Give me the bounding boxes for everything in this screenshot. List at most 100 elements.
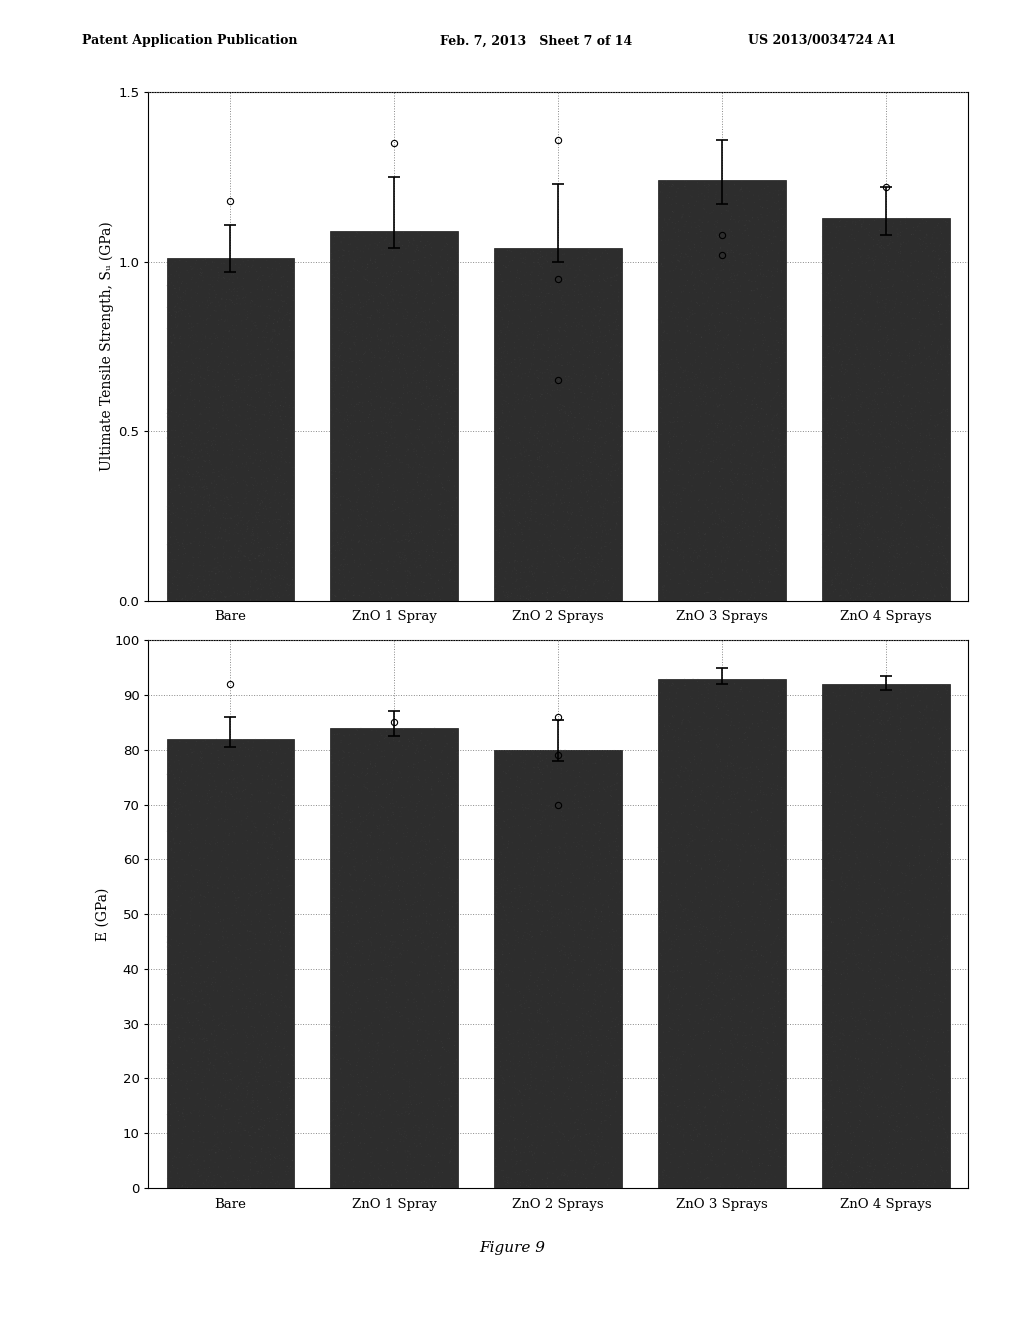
Point <box>184 1138 201 1159</box>
Point <box>709 693 725 714</box>
Point <box>744 391 761 412</box>
Point <box>713 981 729 1002</box>
Point <box>428 1069 444 1090</box>
Point <box>243 913 259 935</box>
Point <box>852 776 868 797</box>
Point <box>497 346 513 367</box>
Point <box>731 913 748 935</box>
Point <box>254 277 270 298</box>
Point <box>387 1026 403 1047</box>
Point <box>528 558 545 579</box>
Point <box>269 875 286 896</box>
Point <box>327 921 343 942</box>
Point <box>831 750 848 771</box>
Point <box>219 966 236 987</box>
Point <box>212 561 228 582</box>
Point <box>856 515 872 536</box>
Point <box>351 289 368 310</box>
Point <box>443 513 460 535</box>
Point <box>233 301 250 322</box>
Point <box>216 253 232 275</box>
Point <box>588 275 604 296</box>
Point <box>745 871 762 892</box>
Point <box>204 436 220 457</box>
Point <box>925 364 941 385</box>
Point <box>723 1173 739 1195</box>
Point <box>899 1060 915 1081</box>
Point <box>378 355 394 376</box>
Point <box>524 908 541 929</box>
Point <box>849 387 865 408</box>
Point <box>525 335 542 356</box>
Point <box>701 948 718 969</box>
Point <box>714 484 730 506</box>
Point <box>845 408 861 429</box>
Point <box>755 750 771 771</box>
Point <box>523 1071 540 1092</box>
Point <box>837 966 853 987</box>
Point <box>432 1176 449 1197</box>
Point <box>494 379 510 400</box>
Point <box>232 313 249 334</box>
Point <box>370 1152 386 1173</box>
Point <box>925 516 941 537</box>
Point <box>920 459 936 480</box>
Point <box>534 281 550 302</box>
Point <box>202 314 218 335</box>
Point <box>595 331 611 352</box>
Point <box>371 1035 387 1056</box>
Point <box>426 1123 442 1144</box>
Point <box>394 884 411 906</box>
Point <box>507 247 523 268</box>
Point <box>941 1147 957 1168</box>
Point <box>743 957 760 978</box>
Point <box>597 449 613 470</box>
Point <box>601 883 617 904</box>
Point <box>847 708 863 729</box>
Point <box>486 408 503 429</box>
Point <box>347 1016 364 1038</box>
Point <box>655 368 672 389</box>
Point <box>492 576 508 597</box>
Point <box>584 1076 600 1097</box>
Point <box>523 540 540 561</box>
Point <box>543 1163 559 1184</box>
Point <box>859 507 876 528</box>
Point <box>868 784 885 805</box>
Point <box>670 475 686 496</box>
Point <box>342 863 358 884</box>
Point <box>876 791 892 812</box>
Point <box>213 305 229 326</box>
Point <box>538 949 554 970</box>
Point <box>429 747 445 768</box>
Point <box>392 396 409 417</box>
Point <box>680 760 696 781</box>
Point <box>734 1139 751 1160</box>
Point <box>738 407 755 428</box>
Point <box>839 784 855 805</box>
Point <box>234 548 251 569</box>
Point <box>209 981 225 1002</box>
Point <box>207 371 223 392</box>
Point <box>593 1084 609 1105</box>
Point <box>706 1138 722 1159</box>
Point <box>871 821 888 842</box>
Point <box>224 533 241 554</box>
Point <box>230 896 247 917</box>
Point <box>687 800 703 821</box>
Point <box>935 273 951 294</box>
Point <box>274 561 291 582</box>
Point <box>855 842 871 863</box>
Point <box>746 516 763 537</box>
Point <box>572 1061 589 1082</box>
Point <box>255 338 271 359</box>
Point <box>667 908 683 929</box>
Point <box>823 1031 840 1052</box>
Point <box>900 908 916 929</box>
Point <box>256 1065 272 1086</box>
Point <box>733 678 750 700</box>
Point <box>595 290 611 312</box>
Point <box>232 935 249 956</box>
Point <box>879 429 895 450</box>
Point <box>488 780 505 801</box>
